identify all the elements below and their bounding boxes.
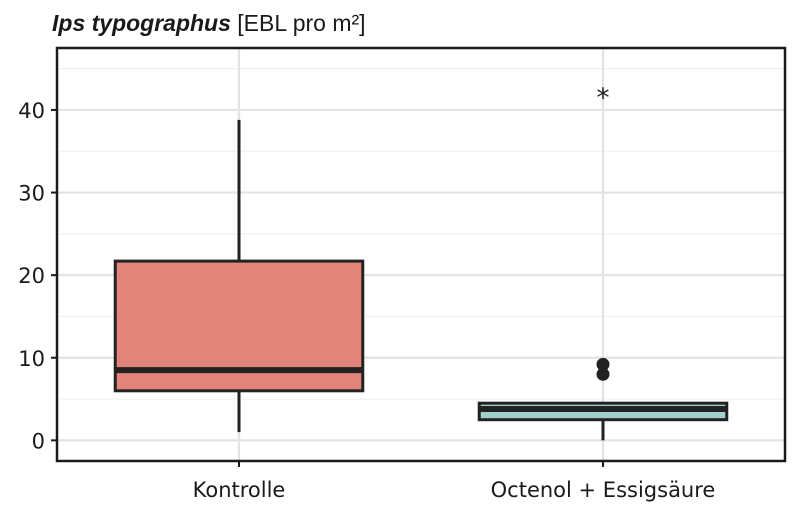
y-tick-label: 0 <box>32 429 45 453</box>
x-category-label: Octenol + Essigsäure <box>491 478 716 502</box>
outlier-point <box>596 357 610 371</box>
y-tick-label: 40 <box>18 99 45 123</box>
y-tick-label: 10 <box>18 347 45 371</box>
y-tick-label: 20 <box>18 264 45 288</box>
y-tick-label: 30 <box>18 182 45 206</box>
outlier-point <box>596 367 610 381</box>
title-species: Ips typographus <box>52 10 231 36</box>
chart-title: Ips typographus [EBL pro m²] <box>52 10 366 37</box>
panel-border <box>55 46 787 463</box>
x-category-label: Kontrolle <box>193 478 286 502</box>
significance-annotation: * <box>597 83 610 113</box>
title-unit: [EBL pro m²] <box>237 10 366 36</box>
